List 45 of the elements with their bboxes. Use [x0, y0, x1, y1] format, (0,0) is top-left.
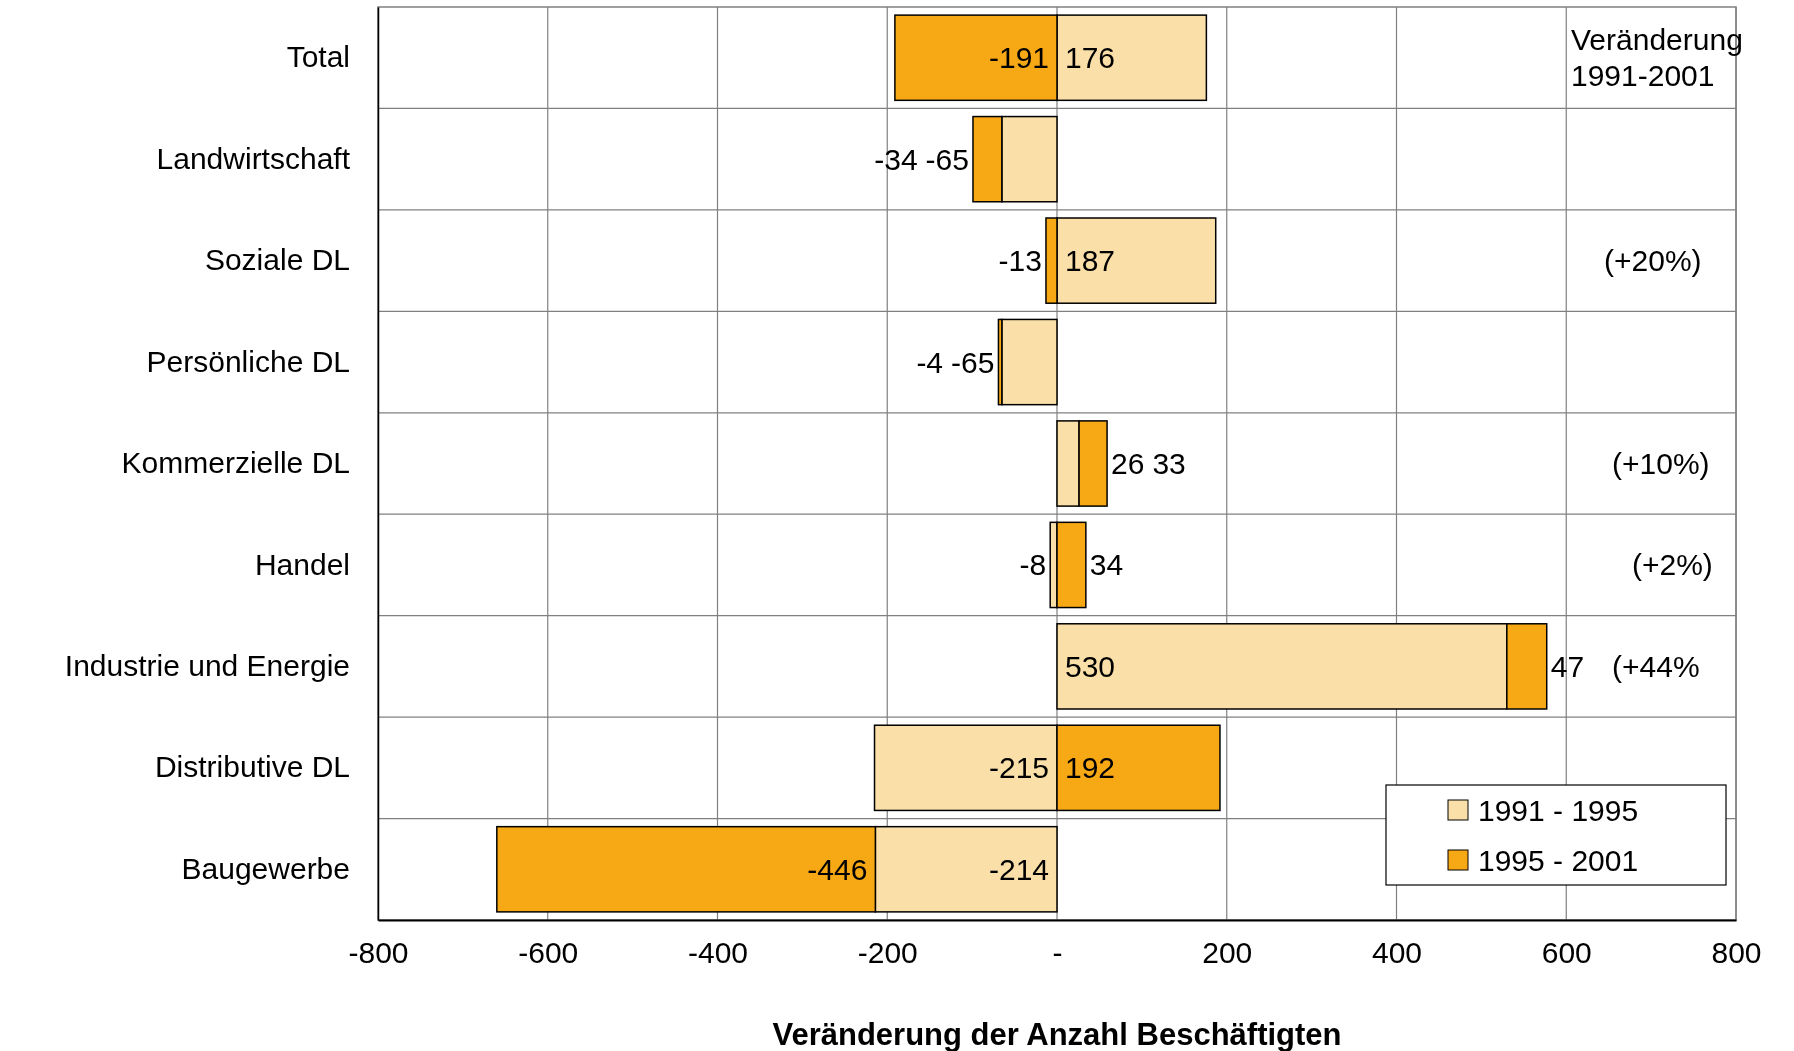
y-tick-label: Kommerzielle DL [121, 446, 350, 480]
data-label: -34 [874, 142, 918, 176]
x-tick-label: - [1052, 936, 1063, 970]
legend-label: 1995 - 2001 [1478, 843, 1639, 877]
x-tick-label: 400 [1371, 936, 1423, 970]
y-tick-label: Handel [254, 547, 350, 581]
data-label: 530 [1065, 649, 1116, 683]
data-label: -191 [988, 41, 1049, 75]
data-label: 192 [1065, 751, 1116, 785]
annotation: (+20%) [1604, 244, 1702, 278]
y-tick-label: Total [286, 40, 350, 74]
x-tick-label: -800 [348, 936, 409, 970]
y-tick-label: Persönliche DL [146, 344, 350, 378]
data-label: -8 [1019, 548, 1047, 582]
data-label: 47 [1550, 649, 1585, 683]
data-label: -65 [925, 142, 969, 176]
x-tick-label: -400 [687, 936, 749, 970]
y-tick-label: Industrie und Energie [64, 648, 350, 682]
y-tick-label: Baugewerbe [181, 851, 350, 885]
data-label: -215 [988, 751, 1049, 785]
data-label: -214 [988, 852, 1049, 886]
data-label: -65 [951, 345, 995, 379]
x-tick-label: 600 [1541, 936, 1592, 970]
annotation: (+44% [1612, 649, 1700, 683]
y-tick-label: Distributive DL [154, 750, 350, 784]
y-tick-label: Landwirtschaft [156, 141, 351, 175]
y-tick-label: Soziale DL [204, 243, 350, 277]
x-tick-label: -200 [857, 936, 918, 970]
data-label: 26 [1111, 447, 1145, 480]
data-label: 187 [1065, 244, 1116, 278]
data-label: -13 [998, 244, 1042, 278]
x-tick-label: 200 [1202, 936, 1253, 970]
x-tick-label: 800 [1711, 936, 1762, 970]
annotation: (+2%) [1632, 548, 1713, 582]
data-label: 34 [1089, 548, 1124, 582]
x-tick-label: -600 [518, 936, 579, 970]
data-label: 33 [1152, 447, 1186, 480]
data-label: -4 [916, 345, 944, 379]
data-label: 176 [1065, 41, 1116, 75]
data-label: -446 [807, 852, 868, 886]
legend-label: 1991 - 1995 [1478, 793, 1639, 827]
bar [1001, 318, 1058, 406]
x-axis-title: Veränderung der Anzahl Beschäftigten [772, 1017, 1342, 1051]
annotation: (+10%) [1612, 447, 1710, 480]
annotation: Veränderung 1991-2001 [1571, 23, 1743, 93]
